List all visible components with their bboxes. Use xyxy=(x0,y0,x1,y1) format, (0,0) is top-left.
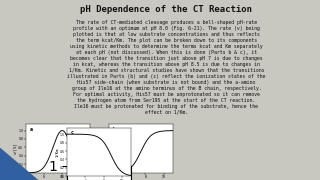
Y-axis label: v/[S]: v/[S] xyxy=(13,143,18,154)
Text: pH Dependence of the CT Reaction: pH Dependence of the CT Reaction xyxy=(80,5,252,14)
Y-axis label: kcat: kcat xyxy=(97,144,101,153)
Y-axis label: 1/Km: 1/Km xyxy=(55,147,59,157)
Text: b: b xyxy=(113,127,116,132)
Text: a: a xyxy=(29,127,32,132)
Text: The rate of CT-mediated cleavage produces a bell-shaped pH-rate
profile with an : The rate of CT-mediated cleavage produce… xyxy=(67,20,266,115)
Text: c: c xyxy=(71,130,74,135)
